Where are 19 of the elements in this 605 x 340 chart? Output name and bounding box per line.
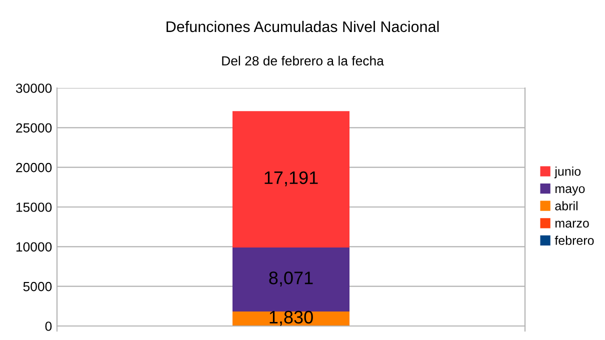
bar — [232, 247, 350, 312]
bar — [232, 111, 350, 248]
y-tick-label: 15000 — [16, 202, 52, 212]
data-label: 17,191 — [264, 171, 318, 186]
chart-title: Defunciones Acumuladas Nivel Nacional — [166, 20, 439, 32]
y-tick-label: 10000 — [16, 242, 52, 252]
legend-label: abril — [555, 201, 578, 210]
legend-label: junio — [554, 166, 581, 178]
y-tick-label: 30000 — [16, 84, 52, 93]
data-label: 8,071 — [269, 272, 313, 286]
data-label: 1,830 — [270, 310, 313, 326]
y-tick-label: 0 — [45, 322, 52, 331]
y-tick-label: 25000 — [16, 123, 52, 133]
legend-label: mayo — [556, 186, 585, 196]
legend-label: marzo — [556, 220, 589, 228]
legend-label: febrero — [554, 236, 594, 245]
y-tick-label: 20000 — [16, 162, 52, 172]
y-tick-label: 5000 — [23, 282, 52, 292]
chart-subtitle: Del 28 de febrero a la fecha — [222, 56, 384, 66]
